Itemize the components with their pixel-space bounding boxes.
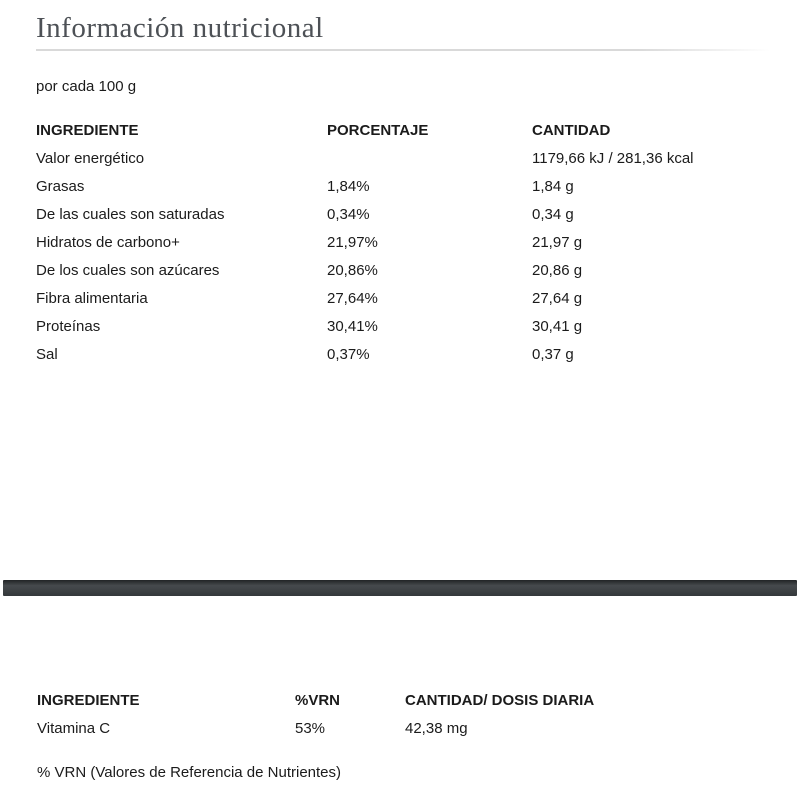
- ingredient-cell: De los cuales son azúcares: [36, 261, 220, 279]
- ingredient-cell: Valor energético: [36, 149, 145, 167]
- vrn-cell: 53%: [295, 719, 326, 737]
- table-row: Hidratos de carbono+ 21,97% 21,97 g: [36, 228, 768, 256]
- percentage-cell: 1,84%: [327, 177, 370, 195]
- quantity-cell: 27,64 g: [532, 289, 583, 307]
- ingredient-cell: Vitamina C: [37, 719, 111, 737]
- table-row: Grasas 1,84% 1,84 g: [36, 172, 768, 200]
- quantity-cell: 42,38 mg: [405, 719, 468, 737]
- percentage-cell: 30,41%: [327, 317, 378, 335]
- vrn-footnote: % VRN (Valores de Referencia de Nutrient…: [37, 764, 342, 781]
- column-header-ingredient: INGREDIENTE: [37, 691, 140, 709]
- column-header-quantity-daily-dose: CANTIDAD/ DOSIS DIARIA: [405, 691, 595, 709]
- table-row: Sal 0,37% 0,37 g: [36, 340, 768, 368]
- percentage-cell: 27,64%: [327, 289, 378, 307]
- percentage-cell: 0,34%: [327, 205, 370, 223]
- percentage-cell: 20,86%: [327, 261, 378, 279]
- ingredient-cell: De las cuales son saturadas: [36, 205, 225, 223]
- vrn-table-header-row: INGREDIENTE %VRN CANTIDAD/ DOSIS DIARIA: [37, 686, 757, 714]
- page-title: Información nutricional: [36, 12, 324, 44]
- column-header-vrn: %VRN: [295, 691, 341, 709]
- nutrition-table-header-row: INGREDIENTE PORCENTAJE CANTIDAD: [36, 116, 768, 144]
- table-row: Vitamina C 53% 42,38 mg: [37, 714, 757, 742]
- ingredient-cell: Fibra alimentaria: [36, 289, 148, 307]
- column-header-ingredient: INGREDIENTE: [36, 121, 139, 139]
- column-header-quantity: CANTIDAD: [532, 121, 611, 139]
- quantity-cell: 1,84 g: [532, 177, 574, 195]
- column-header-percentage: PORCENTAJE: [327, 121, 429, 139]
- quantity-cell: 30,41 g: [532, 317, 583, 335]
- nutrition-table: INGREDIENTE PORCENTAJE CANTIDAD Valor en…: [36, 116, 768, 368]
- serving-size-note: por cada 100 g: [36, 78, 137, 95]
- percentage-cell: 21,97%: [327, 233, 378, 251]
- table-row: De los cuales son azúcares 20,86% 20,86 …: [36, 256, 768, 284]
- quantity-cell: 1179,66 kJ / 281,36 kcal: [532, 149, 694, 167]
- quantity-cell: 20,86 g: [532, 261, 583, 279]
- quantity-cell: 21,97 g: [532, 233, 583, 251]
- table-row: Proteínas 30,41% 30,41 g: [36, 312, 768, 340]
- percentage-cell: 0,37%: [327, 345, 370, 363]
- section-divider-bar: [3, 580, 797, 596]
- ingredient-cell: Grasas: [36, 177, 85, 195]
- vrn-table: INGREDIENTE %VRN CANTIDAD/ DOSIS DIARIA …: [37, 686, 757, 742]
- quantity-cell: 0,34 g: [532, 205, 574, 223]
- table-row: Fibra alimentaria 27,64% 27,64 g: [36, 284, 768, 312]
- title-underline-rule: [36, 49, 770, 51]
- ingredient-cell: Sal: [36, 345, 58, 363]
- table-row: Valor energético 1179,66 kJ / 281,36 kca…: [36, 144, 768, 172]
- quantity-cell: 0,37 g: [532, 345, 574, 363]
- ingredient-cell: Hidratos de carbono+: [36, 233, 180, 251]
- ingredient-cell: Proteínas: [36, 317, 101, 335]
- table-row: De las cuales son saturadas 0,34% 0,34 g: [36, 200, 768, 228]
